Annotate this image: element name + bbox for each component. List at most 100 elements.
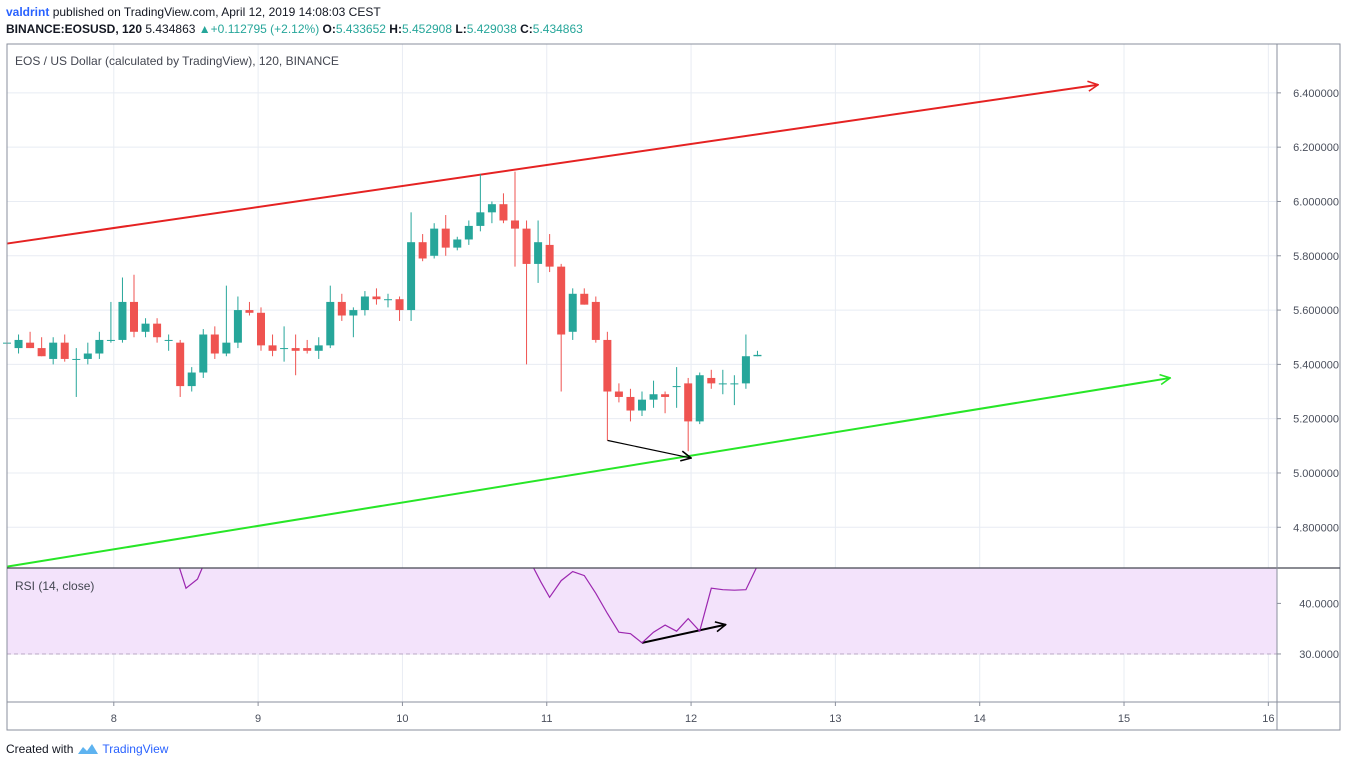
y-tick-label: 4.800000 [1293, 522, 1339, 534]
x-tick-label: 14 [974, 713, 986, 725]
candle-body [245, 310, 254, 313]
candle-body [580, 293, 589, 305]
bearish-candle [130, 274, 138, 338]
y-tick-label: 5.800000 [1293, 251, 1339, 263]
candle-body [707, 377, 716, 384]
candle-body [545, 244, 554, 267]
bearish-candle [661, 391, 670, 414]
last-price: 5.434863 [145, 22, 196, 36]
bearish-candle [418, 234, 427, 262]
rsi-pane-title: RSI (14, close) [15, 579, 94, 593]
bullish-candle [568, 288, 577, 340]
candle-body [303, 348, 312, 351]
tradingview-brand-link[interactable]: TradingView [102, 742, 169, 756]
bullish-candle [360, 291, 369, 316]
candle-body [753, 354, 762, 357]
candle-body [718, 383, 727, 385]
candle-body [395, 299, 404, 311]
bullish-candle [106, 301, 115, 343]
candle-body [291, 348, 300, 351]
price-change: ▲+0.112795 (+2.12%) [198, 22, 320, 36]
bullish-candle [164, 334, 173, 351]
bullish-candle [453, 236, 462, 251]
candle-body [37, 348, 46, 357]
close-label: C: [520, 22, 533, 36]
candle-body [83, 353, 92, 359]
bearish-candle [153, 318, 162, 343]
open-label: O: [322, 22, 336, 36]
bullish-candle [349, 307, 358, 338]
bearish-candle [684, 377, 693, 452]
candle-body [257, 312, 265, 346]
x-tick-label: 10 [396, 713, 408, 725]
candle-body [487, 204, 496, 213]
candle-body [511, 220, 519, 229]
candle-body [661, 394, 670, 397]
candle-body [372, 296, 381, 300]
candle-body [326, 301, 335, 346]
bullish-candle [233, 296, 242, 349]
bullish-candle [326, 285, 335, 349]
bearish-candle [60, 334, 69, 362]
candle-body [568, 293, 577, 332]
candle-body [360, 296, 369, 311]
time-axis[interactable]: 8 9 10 11 12 13 14 15 16 [111, 702, 1275, 725]
candle-body [441, 228, 450, 248]
bullish-candle [72, 348, 81, 397]
candle-body [430, 228, 439, 256]
rsi-band [7, 568, 1277, 654]
candle-body [407, 242, 416, 311]
resistance-trendline [6, 85, 1098, 245]
tradingview-logo-icon [78, 744, 99, 754]
rsi-axis[interactable]: 40.0000 30.0000 [1277, 598, 1339, 661]
high-value: 5.452908 [401, 22, 453, 36]
rsi-line [532, 568, 757, 644]
x-tick-label: 9 [255, 713, 261, 725]
high-label: H: [389, 22, 402, 36]
bullish-candle [83, 342, 92, 365]
candle-body [95, 339, 104, 354]
y-tick-label: 5.200000 [1293, 414, 1339, 426]
candle-body [741, 356, 750, 384]
bullish-candle [730, 375, 739, 406]
x-tick-label: 8 [111, 713, 117, 725]
x-tick-label: 13 [829, 713, 841, 725]
main-pane-title: EOS / US Dollar (calculated by TradingVi… [15, 54, 339, 68]
bearish-candle [614, 383, 623, 403]
trendlines-layer[interactable] [6, 85, 1170, 644]
rsi-tick-label: 40.0000 [1299, 598, 1339, 610]
candle-body [464, 225, 473, 240]
candle-body [476, 212, 485, 226]
candle-body [176, 342, 185, 387]
candle-body [684, 383, 693, 422]
candle-body [603, 339, 612, 392]
author-link[interactable]: valdrint [6, 5, 50, 19]
bearish-candle [511, 171, 519, 267]
outer-frame [6, 43, 1341, 731]
candle-body [672, 386, 681, 388]
candle-body [118, 301, 127, 340]
symbol-label[interactable]: BINANCE:EOSUSD, 120 [6, 22, 143, 36]
bullish-candle [141, 318, 150, 338]
candle-body [557, 266, 566, 335]
symbol-info: BINANCE:EOSUSD, 120 5.434863 ▲+0.112795 … [6, 22, 583, 36]
price-axis[interactable]: 6.400000 6.200000 6.000000 5.800000 5.600000… [1277, 88, 1339, 534]
bearish-candle [580, 288, 589, 305]
bearish-candle [707, 369, 716, 389]
bullish-candle [753, 350, 762, 357]
bearish-candle [441, 215, 450, 256]
bearish-candle [557, 263, 566, 392]
candle-body [72, 358, 81, 360]
bullish-candle [649, 380, 658, 408]
bullish-candle [314, 337, 323, 359]
y-tick-label: 6.200000 [1293, 142, 1339, 154]
candle-body [649, 394, 658, 400]
bearish-candle [303, 339, 312, 354]
bullish-candle [95, 331, 104, 359]
x-tick-label: 12 [685, 713, 697, 725]
candle-body [153, 323, 162, 338]
bearish-candle [291, 334, 300, 376]
candle-body [534, 242, 543, 264]
candle-body [141, 323, 150, 332]
